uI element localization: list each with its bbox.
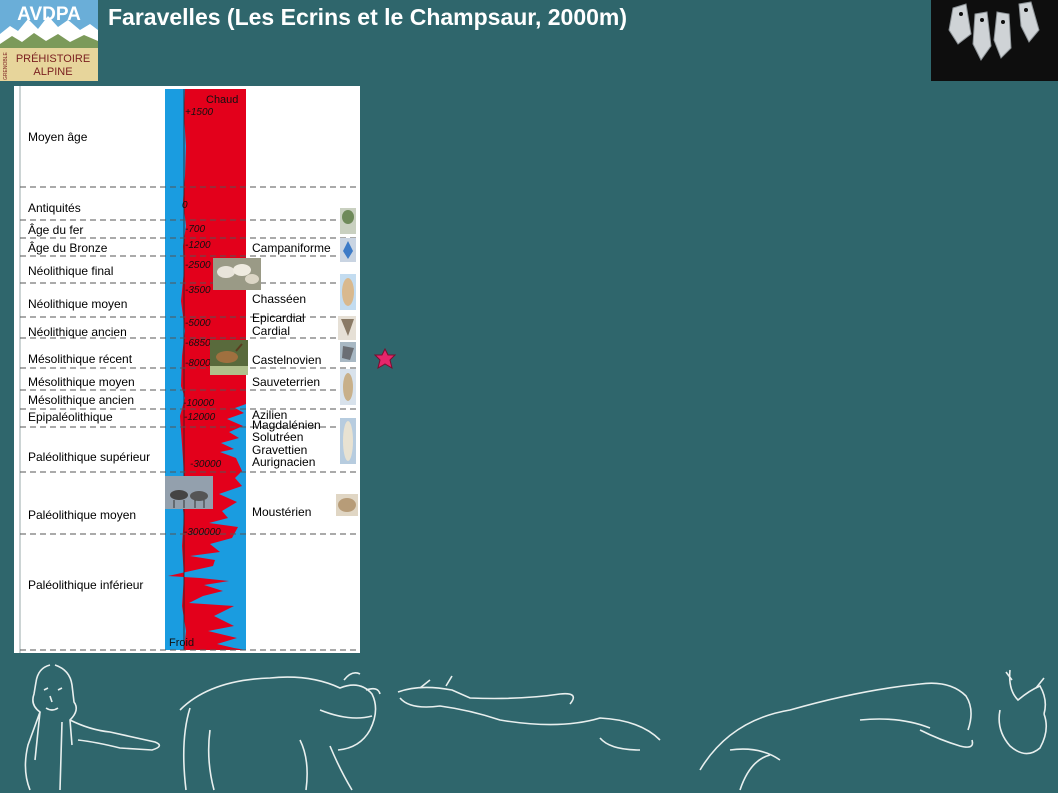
period-paleolithique-moyen: Paléolithique moyen [28, 508, 136, 522]
period-neolithique-final: Néolithique final [28, 264, 113, 278]
period-separators [20, 186, 360, 651]
logo-side-text: GRENOBLE [3, 52, 9, 80]
date-label: -2500 [185, 260, 211, 271]
date-label: 0 [182, 200, 188, 211]
warm-label: Chaud [206, 94, 238, 106]
bovid-head-engraving [998, 669, 1048, 755]
period-age-du-bronze: Âge du Bronze [28, 240, 108, 255]
logo-line1: PRÉHISTOIRE [16, 52, 90, 65]
culture-epicardial: Epicardial [252, 311, 305, 325]
date-label: -8000 [185, 358, 211, 369]
pendants-photo [931, 0, 1058, 81]
period-mesolithique-ancien: Mésolithique ancien [28, 393, 134, 407]
date-label: -1200 [185, 240, 211, 251]
sheep-photo [213, 258, 261, 290]
logo-line2: ALPINE [33, 66, 72, 78]
warm-area [168, 89, 246, 650]
logo-name: AVDPA [17, 4, 81, 25]
culture-chasseen: Chasséen [252, 292, 306, 306]
period-paleolithique-inferieur: Paléolithique inférieur [28, 578, 143, 592]
artifact-thumbnails [336, 208, 358, 516]
culture-campaniforme: Campaniforme [252, 241, 331, 255]
site-star-marker [374, 348, 396, 370]
culture-solutreen: Solutréen [252, 430, 303, 444]
period-neolithique-ancien: Néolithique ancien [28, 325, 127, 339]
culture-magdalenien: Magdalénien [252, 418, 321, 432]
engraving-frieze [24, 664, 1048, 791]
period-antiquites: Antiquités [28, 201, 81, 215]
date-label: -3500 [185, 285, 211, 296]
date-label: -30000 [190, 459, 222, 470]
deer-photo [210, 340, 248, 375]
culture-castelnovien: Castelnovien [252, 353, 321, 367]
date-label: -300000 [184, 527, 221, 538]
date-label: -12000 [184, 412, 216, 423]
date-label: -700 [185, 224, 205, 235]
culture-mousterien: Moustérien [252, 505, 311, 519]
chronology-chart: Moyen âge Antiquités Âge du fer Âge du B… [14, 86, 360, 653]
date-label: -6850 [185, 338, 211, 349]
horse-body-engraving [699, 682, 974, 791]
period-mesolithique-moyen: Mésolithique moyen [28, 375, 135, 389]
cold-label: Froid [169, 637, 194, 649]
date-label: -5000 [185, 318, 211, 329]
avdpa-logo: AVDPA PRÉHISTOIRE ALPINE GRENOBLE [0, 0, 98, 81]
date-label: +1500 [185, 107, 214, 118]
period-age-du-fer: Âge du fer [28, 222, 83, 237]
period-mesolithique-recent: Mésolithique récent [28, 352, 133, 366]
horse-head-engraving [397, 675, 661, 751]
culture-gravettien: Gravettien [252, 443, 307, 457]
culture-azilien: Azilien [252, 408, 287, 422]
period-neolithique-moyen: Néolithique moyen [28, 297, 127, 311]
bison-engraving [179, 672, 381, 791]
culture-cardial: Cardial [252, 324, 290, 338]
page-title: Faravelles (Les Ecrins et le Champsaur, … [108, 4, 628, 30]
period-moyen-age: Moyen âge [28, 130, 88, 144]
culture-sauveterrien: Sauveterrien [252, 375, 320, 389]
culture-aurignacien: Aurignacien [252, 455, 315, 469]
period-epipaleolithique: Epipaléolithique [28, 410, 113, 424]
man-engraving [24, 664, 161, 791]
date-label: -10000 [183, 398, 215, 409]
reindeer-photo [165, 476, 213, 509]
period-paleolithique-superieur: Paléolithique supérieur [28, 450, 150, 464]
